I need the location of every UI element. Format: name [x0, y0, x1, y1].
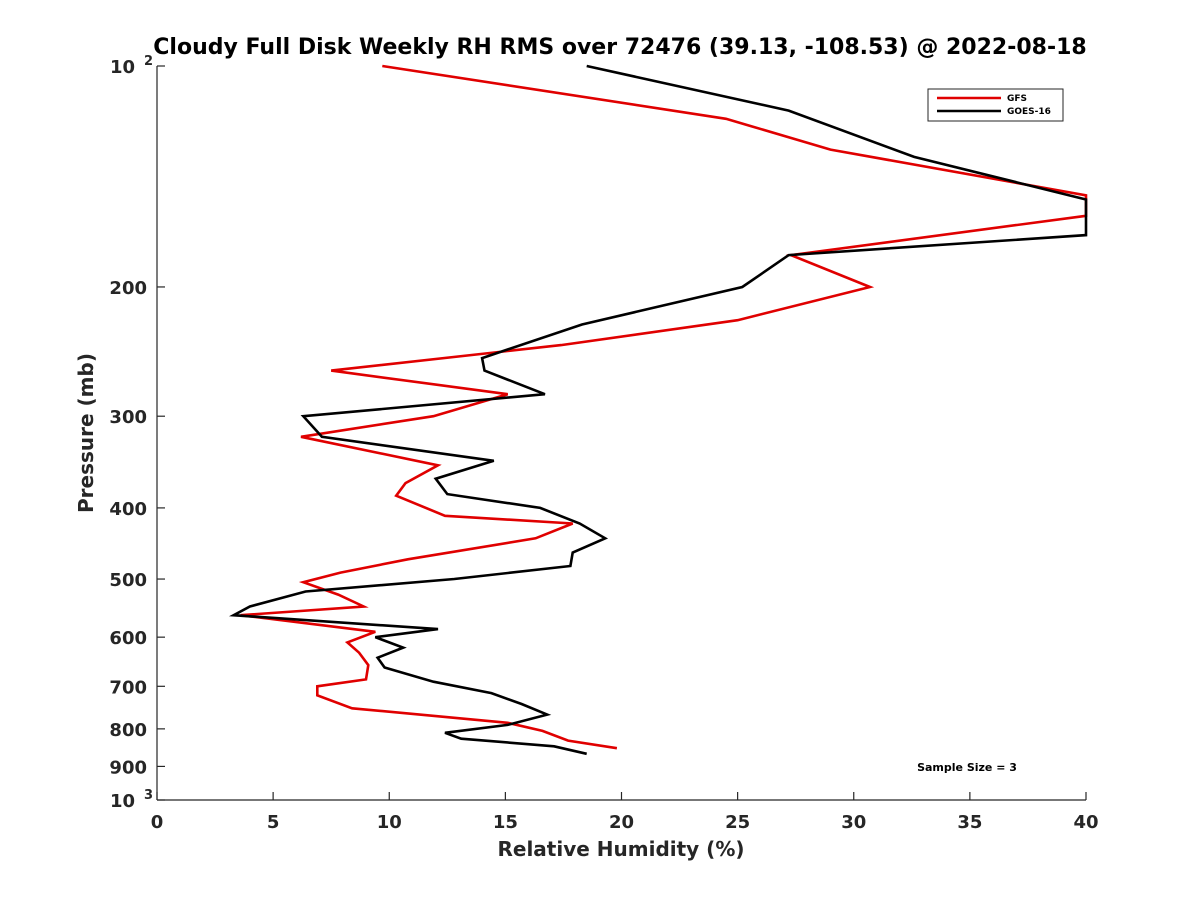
x-tick-label: 40 — [1073, 812, 1098, 833]
y-tick-label: 10 — [110, 791, 135, 812]
x-tick-label: 30 — [841, 812, 866, 833]
series-line-gfs — [240, 64, 1088, 750]
sample-size-annotation: Sample Size = 3 — [917, 761, 1017, 774]
x-tick-label: 10 — [377, 812, 402, 833]
y-tick-label: 900 — [109, 757, 147, 778]
y-tick-label: 600 — [109, 628, 147, 649]
y-tick-label: 700 — [109, 677, 147, 698]
x-tick-label: 20 — [609, 812, 634, 833]
y-tick-label: 800 — [109, 720, 147, 741]
x-tick-label: 25 — [725, 812, 750, 833]
chart-title: Cloudy Full Disk Weekly RH RMS over 7247… — [153, 35, 1086, 60]
plot-background — [157, 66, 1086, 800]
x-ticks: 0 5 10 15 20 25 30 35 40 — [151, 792, 1099, 833]
y-tick-exponent: 3 — [144, 788, 153, 803]
legend-box — [927, 88, 1064, 122]
y-tick-label: 10 — [110, 57, 135, 78]
legend-label: GFS — [1007, 94, 1027, 104]
legend-label: GOES-16 — [1007, 107, 1051, 117]
x-tick-label: 15 — [493, 812, 518, 833]
x-tick-label: 0 — [151, 812, 164, 833]
y-tick-label: 200 — [109, 278, 147, 299]
x-tick-label: 5 — [267, 812, 280, 833]
y-tick-exponent: 2 — [144, 54, 153, 69]
x-axis-label: Relative Humidity (%) — [497, 837, 744, 861]
y-tick-label: 400 — [109, 499, 147, 520]
y-ticks: 10 2 200 300 400 500 600 700 800 900 10 3 — [109, 54, 165, 812]
legend: GFS GOES-16 — [927, 88, 1064, 122]
series-line-goes-16 — [228, 64, 1088, 756]
series-layer — [228, 64, 1088, 756]
x-tick-label: 35 — [957, 812, 982, 833]
plot-area — [157, 66, 1086, 800]
y-tick-label: 500 — [109, 570, 147, 591]
y-tick-label: 300 — [109, 407, 147, 428]
y-axis-label: Pressure (mb) — [74, 353, 98, 513]
legend-entries: GFS GOES-16 — [937, 94, 1051, 117]
